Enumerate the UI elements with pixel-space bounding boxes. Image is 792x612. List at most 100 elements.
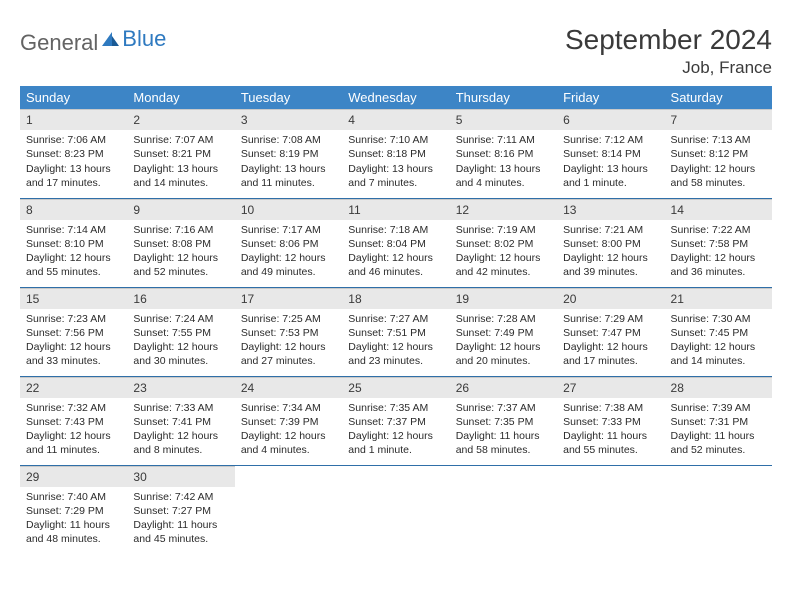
sunrise-line: Sunrise: 7:18 AM [348,223,443,237]
day-number: 9 [127,199,234,220]
weekday-header: Saturday [665,86,772,109]
daylight-line: Daylight: 12 hours and 17 minutes. [563,340,658,368]
day-number: 24 [235,377,342,398]
daylight-line: Daylight: 12 hours and 33 minutes. [26,340,121,368]
day-body: Sunrise: 7:25 AMSunset: 7:53 PMDaylight:… [235,309,342,375]
weekday-header: Tuesday [235,86,342,109]
sunset-line: Sunset: 7:58 PM [671,237,766,251]
calendar-cell: 30Sunrise: 7:42 AMSunset: 7:27 PMDayligh… [127,465,234,553]
sunrise-line: Sunrise: 7:29 AM [563,312,658,326]
sunset-line: Sunset: 8:12 PM [671,147,766,161]
sunrise-line: Sunrise: 7:13 AM [671,133,766,147]
day-body: Sunrise: 7:42 AMSunset: 7:27 PMDaylight:… [127,487,234,553]
calendar-cell: 28Sunrise: 7:39 AMSunset: 7:31 PMDayligh… [665,376,772,464]
calendar-cell: 20Sunrise: 7:29 AMSunset: 7:47 PMDayligh… [557,287,664,375]
sunrise-line: Sunrise: 7:38 AM [563,401,658,415]
day-number: 8 [20,199,127,220]
daylight-line: Daylight: 13 hours and 1 minute. [563,162,658,190]
day-body: Sunrise: 7:23 AMSunset: 7:56 PMDaylight:… [20,309,127,375]
sunset-line: Sunset: 7:39 PM [241,415,336,429]
sunrise-line: Sunrise: 7:28 AM [456,312,551,326]
sunset-line: Sunset: 7:41 PM [133,415,228,429]
daylight-line: Daylight: 12 hours and 8 minutes. [133,429,228,457]
daylight-line: Daylight: 11 hours and 55 minutes. [563,429,658,457]
daylight-line: Daylight: 12 hours and 20 minutes. [456,340,551,368]
calendar-cell: 14 Sunrise: 7:22 AMSunset: 7:58 PMDayligh… [665,198,772,286]
day-body: Sunrise: 7:32 AMSunset: 7:43 PMDaylight:… [20,398,127,464]
day-body: Sunrise: 7:38 AMSunset: 7:33 PMDaylight:… [557,398,664,464]
day-body: Sunrise: 7:28 AMSunset: 7:49 PMDaylight:… [450,309,557,375]
sunset-line: Sunset: 7:53 PM [241,326,336,340]
day-number: 11 [342,199,449,220]
calendar-cell: 21Sunrise: 7:30 AMSunset: 7:45 PMDayligh… [665,287,772,375]
location: Job, France [565,58,772,78]
day-body: Sunrise: 7:21 AMSunset: 8:00 PMDaylight:… [557,220,664,286]
sunset-line: Sunset: 7:37 PM [348,415,443,429]
calendar-cell: 5Sunrise: 7:11 AMSunset: 8:16 PMDaylight… [450,109,557,197]
sunset-line: Sunset: 7:51 PM [348,326,443,340]
sunrise-line: Sunrise: 7:16 AM [133,223,228,237]
sunset-line: Sunset: 8:08 PM [133,237,228,251]
daylight-line: Daylight: 12 hours and 55 minutes. [26,251,121,279]
weekday-header: Monday [127,86,234,109]
daylight-line: Daylight: 12 hours and 36 minutes. [671,251,766,279]
calendar-cell: 2Sunrise: 7:07 AMSunset: 8:21 PMDaylight… [127,109,234,197]
day-number: 10 [235,199,342,220]
sunrise-line: Sunrise: 7:40 AM [26,490,121,504]
calendar-cell: 6Sunrise: 7:12 AMSunset: 8:14 PMDaylight… [557,109,664,197]
sunrise-line: Sunrise: 7:33 AM [133,401,228,415]
day-number: 28 [665,377,772,398]
daylight-line: Daylight: 12 hours and 46 minutes. [348,251,443,279]
day-body: Sunrise: 7:12 AMSunset: 8:14 PMDaylight:… [557,130,664,196]
daylight-line: Daylight: 12 hours and 30 minutes. [133,340,228,368]
calendar-cell: 17Sunrise: 7:25 AMSunset: 7:53 PMDayligh… [235,287,342,375]
daylight-line: Daylight: 12 hours and 52 minutes. [133,251,228,279]
daylight-line: Daylight: 12 hours and 27 minutes. [241,340,336,368]
sunset-line: Sunset: 7:29 PM [26,504,121,518]
logo-sail-icon [100,28,120,54]
day-number: 1 [20,109,127,130]
sunrise-line: Sunrise: 7:07 AM [133,133,228,147]
day-body: Sunrise: 7:19 AMSunset: 8:02 PMDaylight:… [450,220,557,286]
weekday-header: Friday [557,86,664,109]
daylight-line: Daylight: 11 hours and 52 minutes. [671,429,766,457]
daylight-line: Daylight: 11 hours and 48 minutes. [26,518,121,546]
day-number: 14 [665,199,772,220]
sunrise-line: Sunrise: 7:19 AM [456,223,551,237]
calendar-cell: 10Sunrise: 7:17 AMSunset: 8:06 PMDayligh… [235,198,342,286]
calendar-cell: 3Sunrise: 7:08 AMSunset: 8:19 PMDaylight… [235,109,342,197]
day-number: 30 [127,466,234,487]
calendar-cell: 8Sunrise: 7:14 AMSunset: 8:10 PMDaylight… [20,198,127,286]
day-number: 17 [235,288,342,309]
sunset-line: Sunset: 8:10 PM [26,237,121,251]
day-body: Sunrise: 7:13 AMSunset: 8:12 PMDaylight:… [665,130,772,196]
day-number: 21 [665,288,772,309]
page-title: September 2024 [565,24,772,56]
sunrise-line: Sunrise: 7:22 AM [671,223,766,237]
sunset-line: Sunset: 8:14 PM [563,147,658,161]
day-number: 7 [665,109,772,130]
day-body: Sunrise: 7:18 AMSunset: 8:04 PMDaylight:… [342,220,449,286]
sunset-line: Sunset: 7:35 PM [456,415,551,429]
sunset-line: Sunset: 8:23 PM [26,147,121,161]
day-number: 22 [20,377,127,398]
day-number: 19 [450,288,557,309]
sunrise-line: Sunrise: 7:12 AM [563,133,658,147]
day-number: 16 [127,288,234,309]
calendar-cell: 4Sunrise: 7:10 AMSunset: 8:18 PMDaylight… [342,109,449,197]
day-body: Sunrise: 7:10 AMSunset: 8:18 PMDaylight:… [342,130,449,196]
day-body: Sunrise: 7:14 AMSunset: 8:10 PMDaylight:… [20,220,127,286]
day-body: Sunrise: 7:34 AMSunset: 7:39 PMDaylight:… [235,398,342,464]
logo: General Blue [20,24,166,56]
day-body: Sunrise: 7:16 AMSunset: 8:08 PMDaylight:… [127,220,234,286]
sunrise-line: Sunrise: 7:10 AM [348,133,443,147]
day-body: Sunrise: 7:11 AMSunset: 8:16 PMDaylight:… [450,130,557,196]
day-number: 26 [450,377,557,398]
daylight-line: Daylight: 13 hours and 14 minutes. [133,162,228,190]
logo-text-blue: Blue [122,26,166,52]
day-body: Sunrise: 7:40 AMSunset: 7:29 PMDaylight:… [20,487,127,553]
sunset-line: Sunset: 8:21 PM [133,147,228,161]
weekday-header: Sunday [20,86,127,109]
calendar-cell: 19Sunrise: 7:28 AMSunset: 7:49 PMDayligh… [450,287,557,375]
sunrise-line: Sunrise: 7:21 AM [563,223,658,237]
